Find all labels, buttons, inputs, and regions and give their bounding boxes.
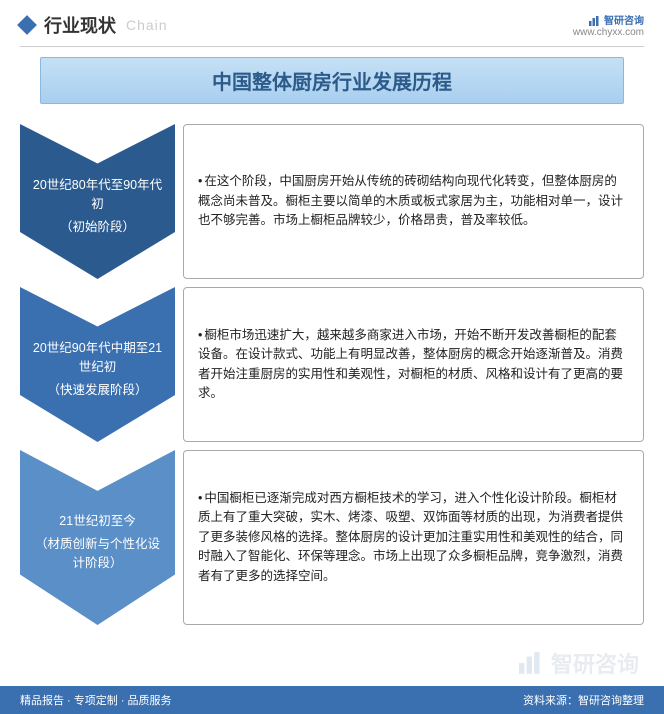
stage-desc-box: 橱柜市场迅速扩大，越来越多商家进入市场，开始不断开发改善橱柜的配套设备。在设计款… <box>183 287 644 442</box>
chevron-1: 20世纪80年代至90年代初 （初始阶段） <box>20 124 175 279</box>
chevron-label: 20世纪80年代至90年代初 （初始阶段） <box>20 176 175 236</box>
diamond-icon <box>17 15 37 35</box>
chevron-3: 21世纪初至今 （材质创新与个性化设计阶段） <box>20 450 175 625</box>
stage-period: 20世纪80年代至90年代初 <box>32 176 163 214</box>
stage-row: 20世纪90年代中期至21世纪初 （快速发展阶段） 橱柜市场迅速扩大，越来越多商… <box>20 287 644 442</box>
chevron-label: 21世纪初至今 （材质创新与个性化设计阶段） <box>20 512 175 572</box>
stage-desc: 中国橱柜已逐渐完成对西方橱柜技术的学习，进入个性化设计阶段。橱柜材质上有了重大突… <box>198 489 629 586</box>
stage-desc-box: 中国橱柜已逐渐完成对西方橱柜技术的学习，进入个性化设计阶段。橱柜材质上有了重大突… <box>183 450 644 625</box>
header-brand-box: 智研咨询 www.chyxx.com <box>573 12 644 38</box>
stage-period: 20世纪90年代中期至21世纪初 <box>32 339 163 377</box>
main-title: 中国整体厨房行业发展历程 <box>40 57 624 104</box>
brand-url: www.chyxx.com <box>573 27 644 38</box>
header-title-cn: 行业现状 <box>44 12 116 38</box>
stage-phase: （初始阶段） <box>32 218 163 237</box>
header-divider <box>20 46 644 47</box>
footer-left: 精品报告 · 专项定制 · 品质服务 <box>20 692 172 708</box>
watermark: 智研咨询 <box>519 647 639 679</box>
stage-desc-box: 在这个阶段，中国厨房开始从传统的砖砌结构向现代化转变，但整体厨房的概念尚未普及。… <box>183 124 644 279</box>
header-bar: 行业现状 Chain 智研咨询 www.chyxx.com <box>0 0 664 46</box>
stage-row: 21世纪初至今 （材质创新与个性化设计阶段） 中国橱柜已逐渐完成对西方橱柜技术的… <box>20 450 644 625</box>
chevron-2: 20世纪90年代中期至21世纪初 （快速发展阶段） <box>20 287 175 442</box>
footer-right: 资料来源：智研咨询整理 <box>523 692 644 708</box>
footer-bar: 精品报告 · 专项定制 · 品质服务 资料来源：智研咨询整理 <box>0 686 664 714</box>
bar-chart-icon <box>519 652 545 674</box>
brand-name: 智研咨询 <box>604 16 644 27</box>
stage-desc: 橱柜市场迅速扩大，越来越多商家进入市场，开始不断开发改善橱柜的配套设备。在设计款… <box>198 326 629 404</box>
stage-desc: 在这个阶段，中国厨房开始从传统的砖砌结构向现代化转变，但整体厨房的概念尚未普及。… <box>198 172 629 230</box>
stage-row: 20世纪80年代至90年代初 （初始阶段） 在这个阶段，中国厨房开始从传统的砖砌… <box>20 124 644 279</box>
stage-phase: （材质创新与个性化设计阶段） <box>32 535 163 573</box>
stage-period: 21世纪初至今 <box>32 512 163 531</box>
chevron-label: 20世纪90年代中期至21世纪初 （快速发展阶段） <box>20 339 175 399</box>
header-title-en: Chain <box>126 17 168 33</box>
watermark-text: 智研咨询 <box>551 647 639 679</box>
stages-container: 20世纪80年代至90年代初 （初始阶段） 在这个阶段，中国厨房开始从传统的砖砌… <box>0 124 664 633</box>
stage-phase: （快速发展阶段） <box>32 381 163 400</box>
bar-chart-icon <box>589 16 601 26</box>
